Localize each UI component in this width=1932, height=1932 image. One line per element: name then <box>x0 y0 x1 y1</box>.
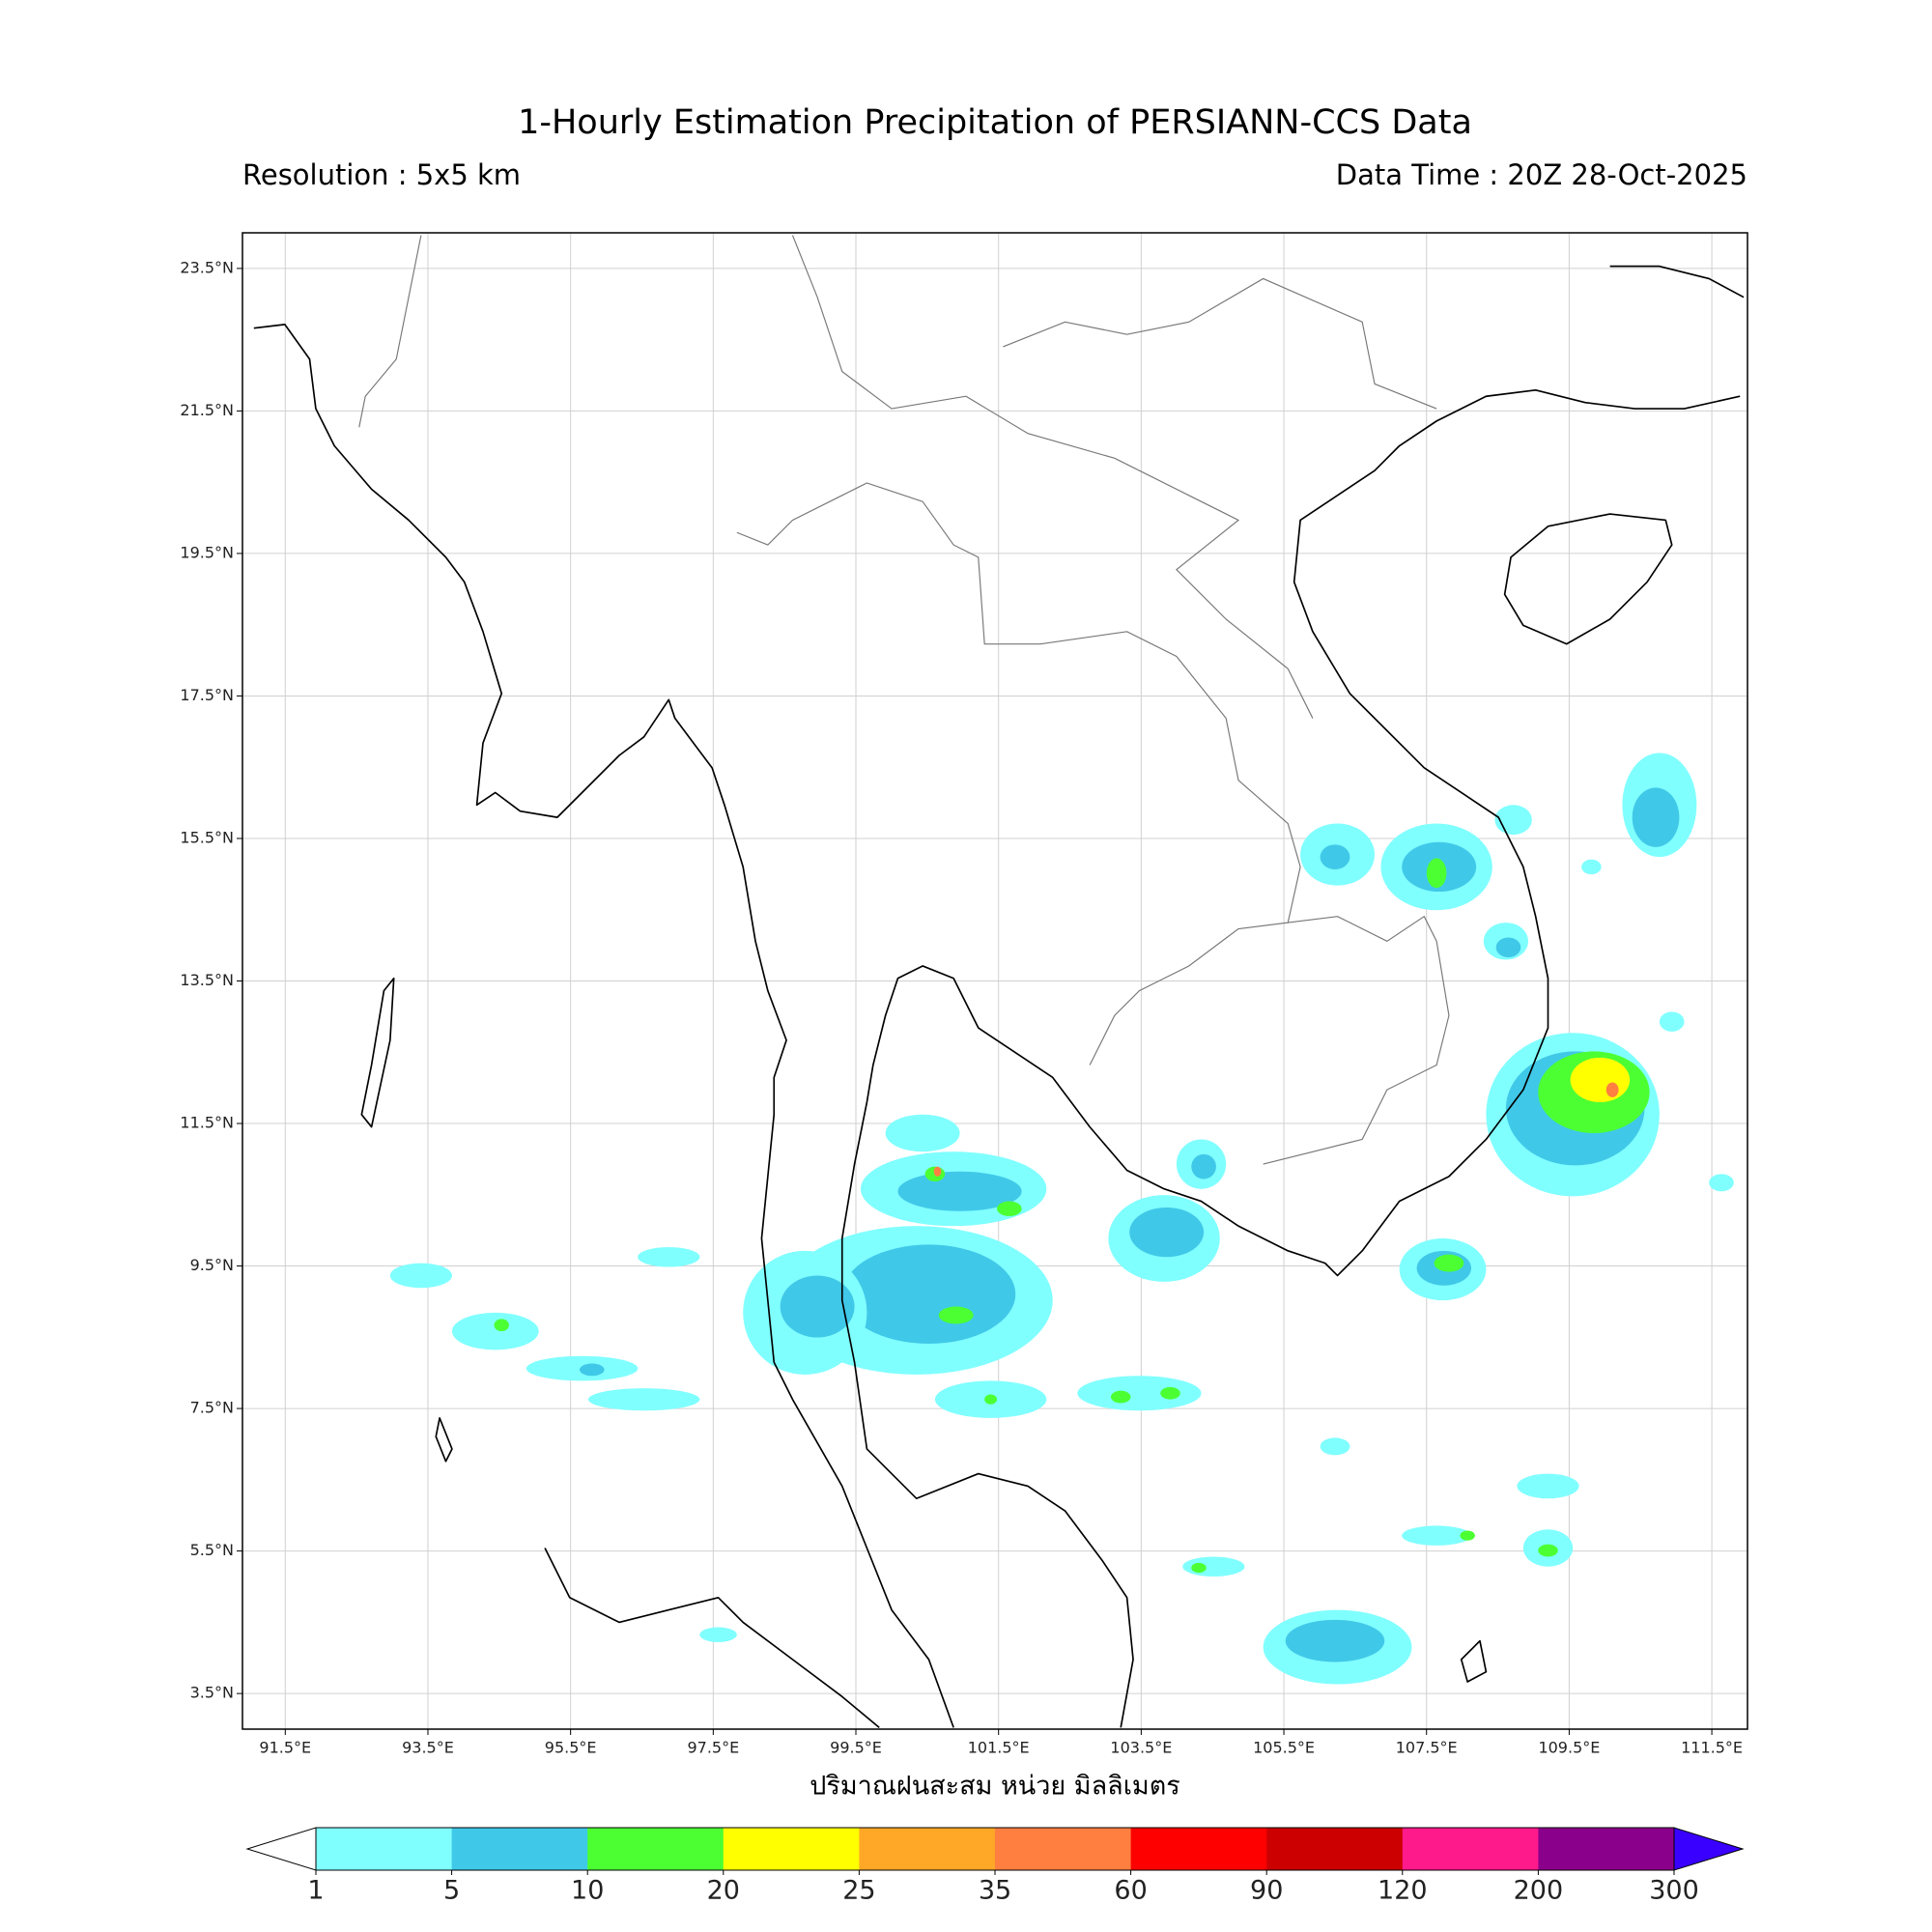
colorbar-tick-label: 20 <box>707 1876 740 1906</box>
y-tick-label: 9.5°N <box>190 1256 234 1274</box>
y-tick-label: 23.5°N <box>180 258 234 276</box>
x-tick-label: 105.5°E <box>1253 1739 1315 1757</box>
coastlines <box>253 235 1745 1729</box>
colorbar-box <box>587 1828 724 1870</box>
colorbar-tick-label: 200 <box>1514 1876 1564 1906</box>
x-tick-label: 99.5°E <box>830 1739 882 1757</box>
x-tick-label: 101.5°E <box>968 1739 1030 1757</box>
y-tick-label: 19.5°N <box>180 543 234 561</box>
y-tick-label: 11.5°N <box>180 1114 234 1132</box>
colorbar-box <box>1266 1828 1404 1870</box>
colorbar-tick-label: 120 <box>1378 1876 1428 1906</box>
colorbar-box <box>995 1828 1132 1870</box>
colorbar-tick-label: 10 <box>571 1876 604 1906</box>
resolution: Resolution : 5x5 km <box>242 158 521 191</box>
x-tick-label: 91.5°E <box>259 1739 311 1757</box>
x-tick-label: 111.5°E <box>1681 1739 1743 1757</box>
precip-field <box>389 753 1734 1685</box>
y-tick-label: 17.5°N <box>180 686 234 704</box>
colorbar-label: ปริมาณฝนสะสม หน่วย มิลลิเมตร <box>810 1772 1180 1802</box>
colorbar-tick-label: 90 <box>1250 1876 1283 1906</box>
y-tick-label: 21.5°N <box>180 401 234 419</box>
colorbar-tick-label: 60 <box>1114 1876 1147 1906</box>
x-tick-label: 107.5°E <box>1396 1739 1458 1757</box>
colorbar-tick-label: 5 <box>443 1876 460 1906</box>
x-tick-label: 95.5°E <box>545 1739 597 1757</box>
y-tick-label: 7.5°N <box>190 1399 234 1417</box>
x-tick-label: 97.5°E <box>687 1739 739 1757</box>
colorbar-box <box>451 1828 588 1870</box>
colorbar-tick-label: 300 <box>1649 1876 1699 1906</box>
colorbar-tick-label: 1 <box>307 1876 324 1906</box>
colorbar-tick-label: 25 <box>842 1876 875 1906</box>
colorbar-box <box>723 1828 860 1870</box>
y-tick-label: 3.5°N <box>190 1684 234 1702</box>
grid <box>242 233 1747 1729</box>
title: 1-Hourly Estimation Precipitation of PER… <box>518 103 1472 142</box>
data-time: Data Time : 20Z 28-Oct-2025 <box>1336 158 1747 191</box>
colorbar: 1 5 10 20 25 35 60 90 120 200 300 <box>245 1827 1745 1906</box>
axis-ticks: 91.5°E 93.5°E 95.5°E 97.5°E 99.5°E 101.5°E 103… <box>180 258 1743 1756</box>
map-content <box>253 235 1745 1729</box>
colorbar-box <box>859 1828 996 1870</box>
colorbar-box <box>1130 1828 1267 1870</box>
colorbar-over <box>1673 1827 1745 1871</box>
colorbar-box <box>316 1828 453 1870</box>
colorbar-under <box>245 1827 317 1871</box>
y-tick-label: 15.5°N <box>180 828 234 846</box>
colorbar-box <box>1402 1828 1539 1870</box>
x-tick-label: 109.5°E <box>1538 1739 1600 1757</box>
x-tick-label: 103.5°E <box>1110 1739 1172 1757</box>
colorbar-tick-label: 35 <box>979 1876 1011 1906</box>
x-tick-label: 93.5°E <box>402 1739 454 1757</box>
colorbar-box <box>1538 1828 1675 1870</box>
y-tick-label: 5.5°N <box>190 1541 234 1559</box>
y-tick-label: 13.5°N <box>180 971 234 989</box>
